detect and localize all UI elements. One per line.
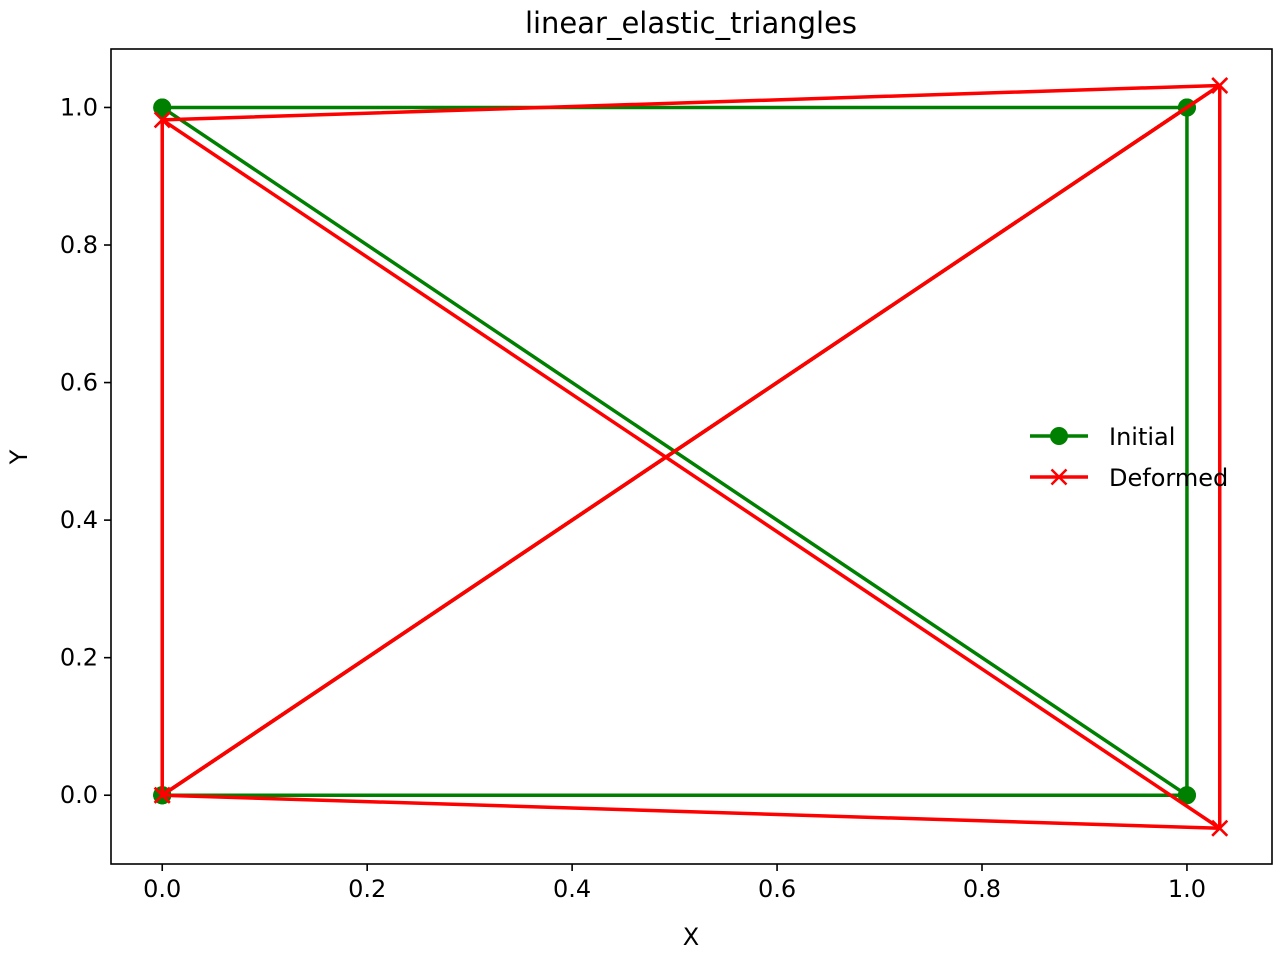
x-tick-label: 1.0 [1168, 875, 1206, 903]
series-line [161, 118, 1221, 830]
legend-marker [1050, 468, 1068, 486]
axes-frame [110, 48, 1273, 865]
data-point [153, 98, 172, 117]
x-tick-label: 0.8 [963, 875, 1001, 903]
legend-label: Initial [1109, 423, 1175, 451]
data-point [1211, 819, 1229, 837]
series-line [160, 83, 1222, 797]
data-point [1177, 786, 1196, 805]
series-deformed [153, 77, 1229, 837]
plot-area [153, 77, 1229, 837]
x-tick-label: 0.6 [758, 875, 796, 903]
y-tick-label: 0.2 [60, 644, 98, 672]
chart-title: linear_elastic_triangles [525, 6, 857, 40]
y-tick-label: 0.4 [60, 506, 98, 534]
x-tick-label: 0.4 [553, 875, 591, 903]
data-point [1211, 77, 1229, 94]
data-point [153, 786, 171, 804]
x-axis-label: X [683, 923, 699, 951]
y-tick-label: 0.0 [60, 781, 98, 809]
y-axis: 0.0 0.2 0.4 0.6 0.8 1.0 [60, 93, 111, 809]
y-tick-label: 0.6 [60, 369, 98, 397]
y-tick-label: 1.0 [60, 93, 98, 121]
x-tick-label: 0.2 [348, 875, 386, 903]
data-point [153, 111, 171, 129]
y-axis-label: Y [5, 449, 33, 465]
y-tick-label: 0.8 [60, 231, 98, 259]
legend-label: Deformed [1109, 464, 1228, 492]
x-axis: 0.0 0.2 0.4 0.6 0.8 1.0 [143, 864, 1206, 903]
legend-marker [1050, 427, 1068, 445]
x-tick-label: 0.0 [143, 875, 181, 903]
legend: Initial Deformed [1030, 423, 1228, 492]
